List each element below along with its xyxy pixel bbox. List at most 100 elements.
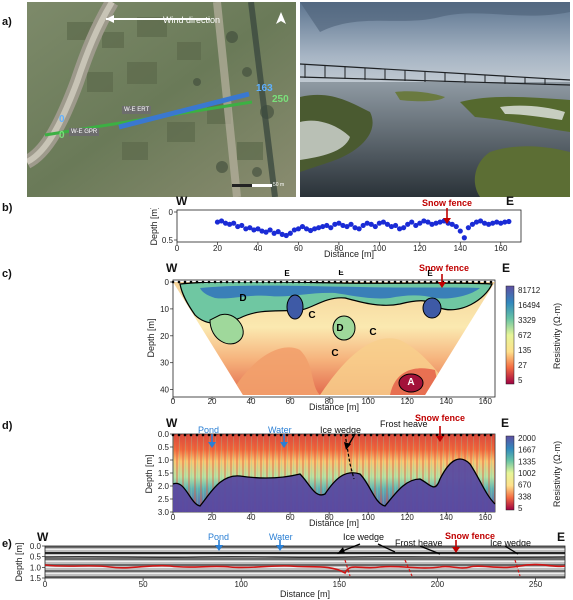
- depth-point: [469, 221, 476, 227]
- depth-point: [413, 222, 419, 229]
- ert-start-label: 0: [59, 114, 65, 125]
- chart-b-xtick-label: 160: [494, 244, 508, 253]
- depth-point: [336, 220, 342, 226]
- electrode-marker: [171, 433, 175, 437]
- electrode-marker: [249, 433, 253, 437]
- electrode-marker: [279, 433, 283, 437]
- chart-b-xtick-label: 80: [334, 244, 343, 253]
- depth-point: [287, 230, 293, 236]
- electrode-marker: [459, 280, 463, 284]
- electrode-marker: [243, 433, 247, 437]
- chart-d-xtick-label: 40: [247, 513, 256, 522]
- colorbar-d-label: Resistivity (Ω·m): [552, 441, 562, 507]
- depth-point: [360, 222, 366, 229]
- colorbar-d-tick: 5: [518, 504, 523, 513]
- electrode-marker: [249, 280, 253, 284]
- snow-fence-label-d: Snow fence: [415, 413, 466, 423]
- chart-e-ytick-label: 1.0: [30, 563, 42, 572]
- direction-west-c: W: [166, 261, 178, 275]
- chart-b-xtick-label: 60: [294, 244, 303, 253]
- gpr-start-label: 0: [59, 130, 65, 141]
- colorbar-d-tick: 1002: [518, 469, 536, 478]
- electrode-marker: [399, 433, 403, 437]
- chart-c-xtick-label: 60: [286, 397, 295, 406]
- chart-e-ytick-label: 0.5: [30, 553, 42, 562]
- chart-c: 0 20 40 60 80 100 120 140 160 0 10 20 30 40 E E E D D C C C…: [146, 270, 562, 412]
- electrode-marker: [273, 433, 277, 437]
- electrode-marker: [387, 280, 391, 284]
- depth-point: [352, 225, 358, 231]
- direction-west-d: W: [166, 416, 178, 430]
- depth-point: [421, 218, 427, 224]
- electrode-marker: [177, 433, 181, 437]
- electrode-marker: [189, 280, 193, 284]
- depth-point: [227, 221, 233, 227]
- electrode-marker: [327, 280, 331, 284]
- chart-d-xtick-label: 120: [401, 513, 415, 522]
- depth-point: [255, 226, 261, 232]
- electrode-marker: [429, 433, 433, 437]
- electrode-marker: [309, 433, 313, 437]
- chart-e-xtick-label: 50: [139, 580, 148, 589]
- electrode-marker: [405, 433, 409, 437]
- depth-point: [396, 226, 403, 232]
- electrode-marker: [453, 433, 457, 437]
- electrode-marker: [369, 433, 373, 437]
- chart-d-ylabel: Depth [m]: [144, 454, 154, 493]
- chart-b-xtick-label: 40: [253, 244, 262, 253]
- chart-c-xtick-label: 0: [171, 397, 176, 406]
- chart-b: 0 20 40 60 80 100 120 140 160 00.5 Distance [m] …: [149, 208, 522, 259]
- frost-heave-label-e: Frost heave: [395, 538, 443, 548]
- chart-d-xtick-label: 0: [171, 513, 176, 522]
- depth-point: [247, 225, 253, 231]
- depth-point: [473, 219, 480, 225]
- electrode-marker: [339, 280, 343, 284]
- electrode-marker: [465, 280, 469, 284]
- zone-label-c: C: [369, 327, 376, 338]
- north-arrow-icon: [276, 12, 286, 24]
- electrode-marker: [267, 280, 271, 284]
- electrode-marker: [435, 280, 439, 284]
- electrode-marker: [201, 433, 205, 437]
- electrode-marker: [219, 433, 223, 437]
- electrode-marker: [375, 280, 379, 284]
- electrode-marker: [345, 280, 349, 284]
- panel-label-c: c): [2, 268, 12, 280]
- chart-c-xtick-label: 140: [440, 397, 454, 406]
- electrode-marker: [243, 280, 247, 284]
- chart-c-xtick-label: 100: [361, 397, 375, 406]
- electrode-marker: [267, 433, 271, 437]
- electrode-marker: [183, 433, 187, 437]
- colorbar-d-tick: 2000: [518, 434, 536, 443]
- electrode-marker: [483, 433, 487, 437]
- depth-point: [405, 221, 411, 227]
- electrode-marker: [459, 433, 463, 437]
- depth-point: [453, 223, 459, 230]
- electrode-marker: [357, 433, 361, 437]
- depth-point: [481, 220, 488, 226]
- chart-b-xtick-label: 20: [213, 244, 222, 253]
- depth-point: [388, 223, 395, 230]
- depth-point: [449, 221, 455, 227]
- electrode-marker: [435, 433, 439, 437]
- electrode-marker: [195, 433, 199, 437]
- chart-d-ytick-label: 0.5: [158, 443, 170, 452]
- depth-point: [502, 219, 508, 225]
- colorbar-c-tick: 27: [518, 361, 527, 370]
- water-label-e: Water: [269, 532, 293, 542]
- zone-label-d: D: [336, 323, 343, 334]
- chart-d-ytick-label: 2.5: [158, 495, 170, 504]
- electrode-marker: [447, 433, 451, 437]
- zone-label-e: E: [284, 270, 290, 278]
- depth-point: [218, 218, 225, 224]
- chart-c-xtick-label: 80: [325, 397, 334, 406]
- chart-d: 0 20 40 60 80 100 120 140 160 0.0 0.5 1.0 1.5 2.0 2.5…: [144, 426, 562, 528]
- depth-point: [498, 220, 504, 226]
- electrode-marker: [297, 280, 301, 284]
- depth-point: [263, 229, 269, 235]
- chart-c-xlabel: Distance [m]: [309, 402, 359, 412]
- chart-d-ytick-label: 3.0: [158, 508, 170, 517]
- depth-point: [461, 235, 467, 241]
- depth-point: [295, 226, 302, 232]
- chart-d-xtick-label: 60: [286, 513, 295, 522]
